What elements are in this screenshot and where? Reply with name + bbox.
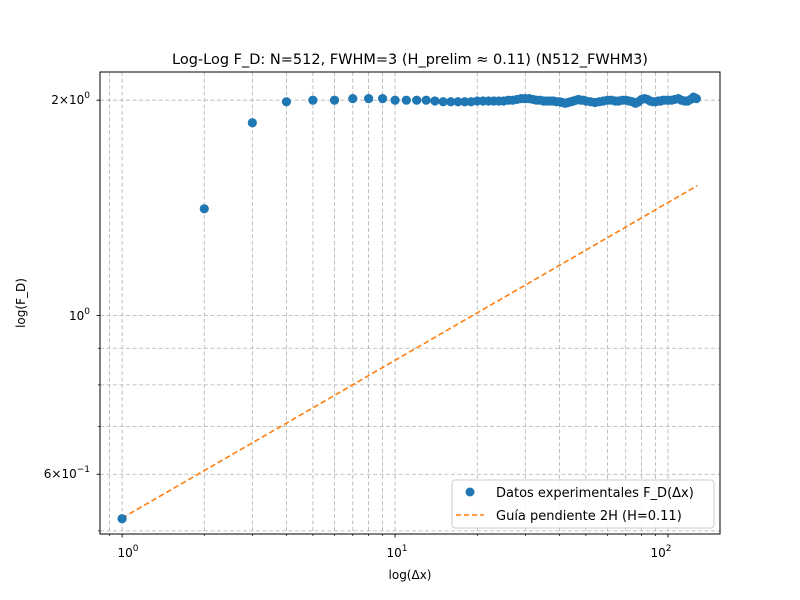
data-point	[438, 97, 448, 107]
data-point	[247, 118, 257, 128]
data-point	[453, 97, 463, 107]
legend-marker-experimental	[465, 487, 475, 497]
legend-label-experimental: Datos experimentales F_D(Δx)	[496, 486, 694, 501]
legend: Datos experimentales F_D(Δx) Guía pendie…	[451, 479, 715, 529]
data-point	[691, 94, 701, 104]
data-point	[421, 95, 431, 105]
x-tick-label: 102	[650, 544, 671, 560]
data-point	[308, 95, 318, 105]
legend-label-guide: Guía pendiente 2H (H=0.11)	[496, 509, 682, 524]
minor-grid	[100, 72, 720, 534]
guide-line-2H	[121, 184, 698, 519]
y-axis-label: log(F_D)	[14, 278, 28, 328]
data-point	[390, 95, 400, 105]
data-point	[364, 94, 374, 104]
y-tick-label: 100	[69, 307, 90, 323]
data-point	[446, 97, 456, 107]
data-point	[348, 94, 358, 104]
y-tick-label: 6×10−1	[44, 465, 90, 481]
plot-frame	[99, 71, 721, 535]
data-point	[199, 204, 209, 214]
data-point	[460, 97, 470, 107]
data-point	[281, 97, 292, 107]
data-point	[412, 95, 422, 105]
guide-line-layer	[121, 184, 698, 519]
data-point	[117, 514, 127, 524]
x-ticks	[109, 534, 669, 538]
data-point	[401, 95, 411, 105]
legend-box	[451, 479, 715, 529]
y-tick-label: 2×100	[51, 91, 90, 107]
x-axis-label: log(Δx)	[389, 568, 432, 582]
chart-title: Log-Log F_D: N=512, FWHM=3 (H_prelim ≈ 0…	[172, 52, 648, 68]
data-point	[377, 94, 388, 104]
data-point	[430, 96, 440, 106]
data-points-layer	[117, 92, 701, 524]
y-ticks	[96, 99, 100, 532]
x-tick-label: 101	[386, 544, 407, 560]
data-point	[329, 95, 340, 105]
x-tick-label: 100	[117, 544, 138, 560]
